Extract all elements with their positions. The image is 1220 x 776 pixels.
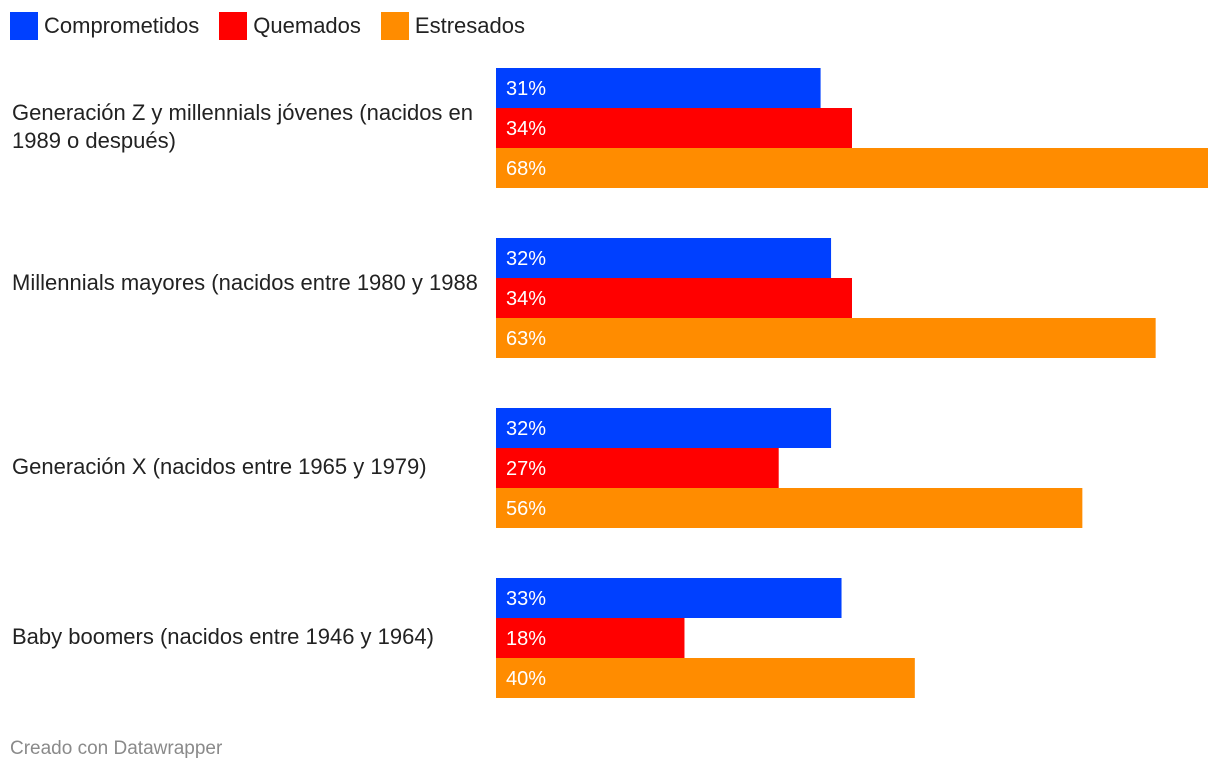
bar-estresados-millennials [496,318,1156,358]
bar-quemados-gen-x [496,448,779,488]
category-label-baby-boomers: Baby boomers (nacidos entre 1946 y 1964) [12,624,434,649]
bar-value-label-comprometidos-gen-x: 32% [506,418,546,440]
bar-quemados-baby-boomers [496,618,685,658]
category-label-gen-x: Generación X (nacidos entre 1965 y 1979) [12,454,427,479]
category-label-gen-z: Generación Z y millennials jóvenes (naci… [12,100,474,153]
chart-legend: Comprometidos Quemados Estresados [10,10,545,42]
bar-estresados-baby-boomers [496,658,915,698]
legend-swatch-comprometidos [10,12,38,40]
bar-value-label-estresados-baby-boomers: 40% [506,668,546,690]
legend-item-quemados: Quemados [219,12,361,40]
bar-value-label-quemados-gen-x: 27% [506,458,546,480]
bar-comprometidos-baby-boomers [496,578,842,618]
bar-quemados-gen-z [496,108,852,148]
bar-estresados-gen-z [496,148,1208,188]
legend-label-comprometidos: Comprometidos [44,13,200,38]
legend-item-estresados: Estresados [380,12,525,40]
bar-value-label-estresados-millennials: 63% [506,328,546,350]
bar-value-label-quemados-baby-boomers: 18% [506,628,546,650]
legend-item-comprometidos: Comprometidos [10,12,199,40]
bar-value-label-quemados-millennials: 34% [506,288,546,310]
bar-comprometidos-gen-x [496,408,832,448]
bar-value-label-estresados-gen-z: 68% [506,158,546,180]
bar-value-label-comprometidos-gen-z: 31% [506,78,546,100]
bar-quemados-millennials [496,278,852,318]
bar-value-label-quemados-gen-z: 34% [506,118,546,140]
bar-value-label-estresados-gen-x: 56% [506,498,546,520]
legend-label-estresados: Estresados [414,13,525,38]
legend-label-quemados: Quemados [253,13,361,38]
bar-comprometidos-gen-z [496,68,821,108]
legend-swatch-estresados [380,12,409,40]
legend-swatch-quemados [219,12,248,40]
bar-value-label-comprometidos-millennials: 32% [506,248,546,270]
credit-text: Creado con Datawrapper [10,738,223,759]
bar-estresados-gen-x [496,488,1083,528]
bar-value-label-comprometidos-baby-boomers: 33% [506,588,546,610]
category-label-millennials: Millennials mayores (nacidos entre 1980 … [12,270,478,295]
bar-comprometidos-millennials [496,238,832,278]
